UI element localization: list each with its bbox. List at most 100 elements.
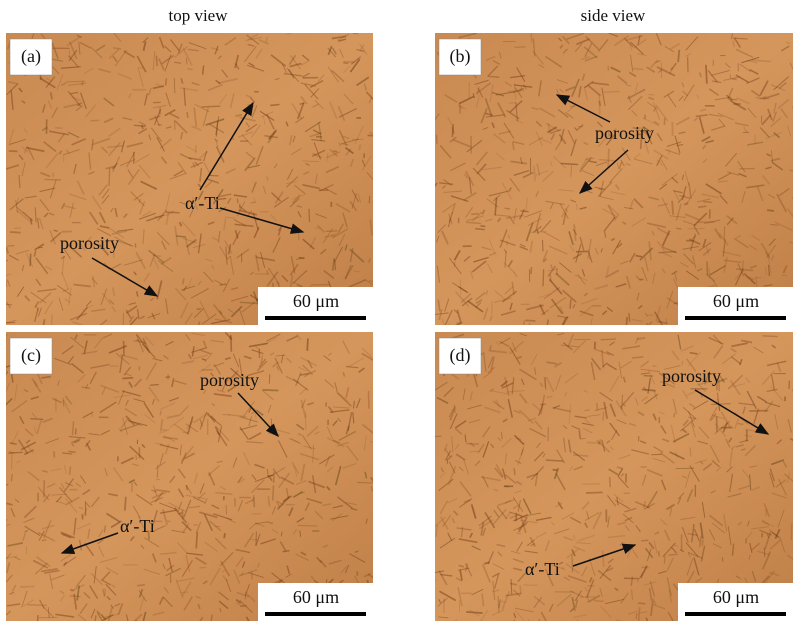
texture	[68, 451, 75, 452]
texture	[682, 361, 683, 365]
texture	[274, 472, 275, 483]
texture	[281, 532, 282, 537]
texture	[608, 149, 609, 168]
texture	[791, 523, 792, 540]
texture	[626, 317, 627, 333]
texture	[420, 580, 437, 582]
annotation: α′-Ti	[185, 193, 220, 213]
texture	[676, 228, 681, 229]
texture	[475, 229, 485, 230]
texture	[732, 79, 737, 80]
micrograph-background	[6, 33, 373, 325]
texture	[728, 99, 737, 100]
texture	[722, 557, 723, 561]
texture	[638, 603, 645, 604]
texture	[12, 474, 13, 481]
texture	[30, 419, 43, 420]
texture	[183, 278, 184, 284]
micrograph-background	[6, 332, 373, 621]
texture	[586, 492, 603, 493]
texture	[267, 475, 272, 476]
annotation: porosity	[595, 123, 654, 143]
texture	[469, 451, 479, 452]
texture	[572, 554, 573, 572]
texture	[35, 207, 36, 222]
texture	[521, 211, 529, 212]
texture	[11, 453, 12, 470]
texture	[674, 303, 678, 304]
annotation: porosity	[60, 233, 119, 253]
annotation: α′-Ti	[120, 516, 155, 536]
texture	[359, 145, 360, 151]
texture	[326, 402, 327, 406]
panel-label: (c)	[21, 345, 41, 366]
panel-label: (d)	[450, 345, 471, 366]
scale-bar	[685, 316, 786, 320]
texture	[610, 477, 611, 487]
texture	[674, 413, 675, 417]
texture	[368, 135, 385, 136]
texture	[271, 419, 272, 434]
texture	[298, 525, 318, 526]
texture	[762, 336, 777, 337]
texture	[767, 210, 774, 211]
texture	[553, 470, 558, 471]
texture	[551, 264, 552, 268]
texture	[511, 579, 512, 594]
texture	[706, 65, 707, 84]
micrograph: (c) 60 μm	[0, 332, 387, 621]
texture	[601, 339, 616, 340]
scale-label: 60 μm	[293, 587, 339, 607]
texture	[267, 469, 268, 475]
texture	[498, 596, 499, 612]
texture	[466, 444, 479, 445]
texture	[42, 540, 46, 541]
texture	[63, 400, 64, 407]
texture	[571, 165, 572, 176]
scale-label: 60 μm	[713, 587, 759, 607]
texture	[82, 82, 83, 86]
texture	[672, 201, 673, 215]
texture	[262, 390, 278, 391]
texture	[570, 299, 571, 308]
texture	[125, 497, 126, 511]
texture	[584, 410, 589, 411]
texture	[703, 202, 712, 203]
texture	[10, 232, 21, 233]
texture	[642, 567, 649, 568]
texture	[270, 104, 279, 105]
texture	[150, 384, 159, 385]
texture	[196, 532, 197, 548]
micrograph: (b)60 μm	[425, 33, 793, 341]
texture	[480, 226, 485, 227]
texture	[75, 428, 76, 434]
texture	[0, 519, 7, 529]
texture	[525, 320, 535, 321]
texture	[19, 175, 20, 188]
panel-label: (b)	[450, 46, 471, 67]
texture	[224, 533, 225, 538]
texture	[514, 468, 515, 475]
texture	[122, 378, 133, 379]
texture	[517, 357, 522, 358]
scale-bar	[685, 612, 786, 616]
texture	[769, 265, 770, 276]
annotation: porosity	[662, 366, 721, 386]
annotation: α′-Ti	[525, 559, 560, 579]
texture	[37, 615, 38, 621]
texture	[156, 56, 157, 67]
panel-label: (a)	[21, 46, 41, 67]
texture	[545, 377, 546, 389]
texture	[109, 168, 110, 186]
texture	[755, 277, 761, 278]
texture	[136, 455, 137, 460]
texture	[678, 50, 679, 62]
texture	[489, 76, 500, 77]
texture	[202, 106, 221, 107]
texture	[92, 413, 93, 417]
texture	[28, 605, 47, 606]
texture	[0, 370, 7, 371]
texture	[597, 403, 598, 410]
texture	[641, 540, 648, 541]
column-header: top view	[168, 6, 228, 25]
